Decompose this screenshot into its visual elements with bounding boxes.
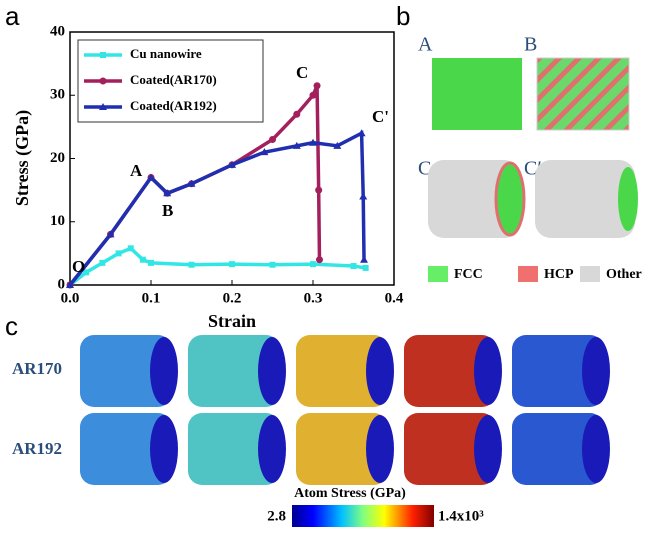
cylinder-end xyxy=(258,415,286,483)
atom-image xyxy=(428,160,524,238)
marker xyxy=(351,263,357,269)
atom-image xyxy=(432,58,522,130)
marker xyxy=(270,262,276,268)
image-label: B xyxy=(524,34,537,56)
image-label: A xyxy=(418,34,433,56)
annotation: C xyxy=(296,63,308,82)
legend-swatch xyxy=(518,266,538,282)
cylinder-end xyxy=(366,337,394,405)
annotation: B xyxy=(162,201,173,220)
x-tick-label: 0.3 xyxy=(304,290,323,306)
y-axis-label: Stress (GPa) xyxy=(12,110,33,206)
colorbar-min: 2.8 xyxy=(267,508,286,524)
y-tick-label: 40 xyxy=(50,23,65,39)
cylinder-end xyxy=(474,337,502,405)
marker xyxy=(99,260,105,266)
cylinder-end xyxy=(366,415,394,483)
x-axis-label: Strain xyxy=(208,311,256,331)
series-line xyxy=(70,248,366,285)
figure: a Strain Stress (GPa) 0.0 0.1 0.2 0.3 0.4 0 10… xyxy=(0,0,654,533)
cylinder-end xyxy=(150,337,178,405)
colorbar xyxy=(292,505,434,527)
marker xyxy=(128,245,134,251)
x-tick-label: 0.1 xyxy=(142,290,161,306)
annotation: C' xyxy=(372,107,389,126)
annotation: O xyxy=(72,257,85,276)
panel-label: b xyxy=(396,1,410,31)
x-tick-label: 0.4 xyxy=(385,290,404,306)
y-tick-label: 10 xyxy=(50,213,65,229)
legend-label: Other xyxy=(606,267,642,282)
x-tick-label: 0.0 xyxy=(61,290,80,306)
marker xyxy=(359,192,367,199)
legend-label: Coated(AR170) xyxy=(130,72,217,87)
atom-image xyxy=(537,58,629,130)
marker xyxy=(229,261,235,267)
row-label: AR170 xyxy=(12,359,62,378)
legend-swatch xyxy=(580,266,600,282)
cylinder-end xyxy=(582,337,610,405)
marker xyxy=(269,136,276,143)
legend-label: Coated(AR192) xyxy=(130,98,217,113)
marker xyxy=(363,265,369,271)
panel-label: a xyxy=(5,1,20,31)
marker xyxy=(189,262,195,268)
legend-label: FCC xyxy=(454,267,483,282)
legend-swatch xyxy=(428,266,448,282)
marker xyxy=(293,111,300,118)
marker xyxy=(310,261,316,267)
stress-images xyxy=(80,335,610,485)
marker xyxy=(310,92,317,99)
x-tick-label: 0.2 xyxy=(223,290,242,306)
marker xyxy=(360,256,368,263)
panel-label: c xyxy=(5,311,18,341)
marker xyxy=(315,187,322,194)
cylinder-end xyxy=(150,415,178,483)
row-label: AR192 xyxy=(12,439,62,458)
cylinder-end xyxy=(582,415,610,483)
legend-label: HCP xyxy=(544,267,574,282)
atom-image xyxy=(535,160,638,238)
y-tick-label: 20 xyxy=(50,150,65,166)
marker xyxy=(116,250,122,256)
marker xyxy=(148,260,154,266)
legend-marker xyxy=(100,78,107,85)
legend-marker xyxy=(100,52,106,58)
legend-label: Cu nanowire xyxy=(130,46,202,61)
marker xyxy=(314,82,321,89)
cylinder-end xyxy=(474,415,502,483)
y-tick-label: 0 xyxy=(58,276,66,292)
colorbar-title: Atom Stress (GPa) xyxy=(294,486,406,501)
colorbar-max: 1.4x10³ xyxy=(438,508,484,524)
annotation: A xyxy=(130,161,143,180)
marker xyxy=(140,257,146,263)
y-tick-label: 30 xyxy=(50,87,65,103)
marker xyxy=(316,256,323,263)
cylinder-end xyxy=(258,337,286,405)
plot: 0.0 0.1 0.2 0.3 0.4 0 10 20 30 40 O A B C C' Cu nanowir… xyxy=(50,23,404,306)
